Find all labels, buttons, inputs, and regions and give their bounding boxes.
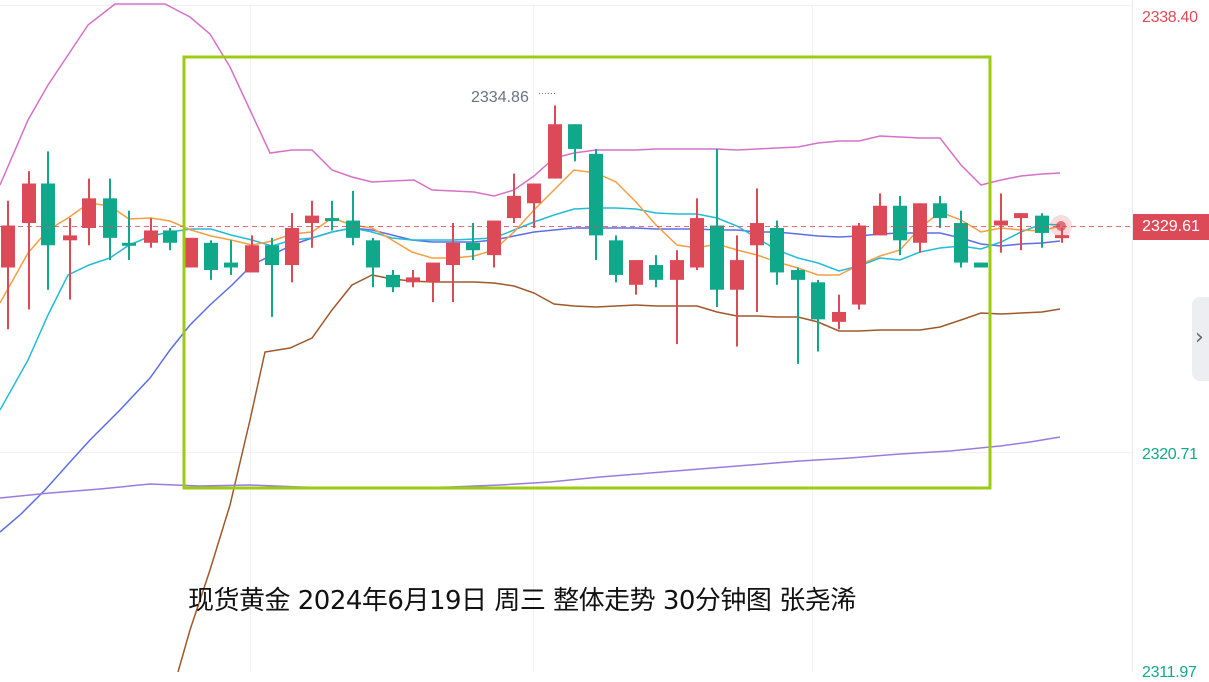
candle — [730, 235, 744, 347]
candle — [933, 195, 947, 228]
grid — [0, 0, 1133, 672]
chart-caption: 现货黄金 2024年6月19日 周三 整体走势 30分钟图 张尧浠 — [188, 586, 856, 616]
candle — [426, 262, 440, 303]
candle — [406, 269, 420, 288]
candle — [527, 183, 541, 228]
candle — [589, 148, 603, 261]
candle — [710, 148, 724, 308]
candle — [609, 235, 623, 283]
candle — [41, 151, 55, 290]
boll-lower-line — [177, 274, 1061, 672]
candle — [103, 178, 117, 261]
candle — [974, 262, 988, 268]
candle — [954, 210, 968, 268]
candle — [770, 220, 784, 285]
candle — [791, 267, 805, 364]
candle — [1014, 213, 1028, 251]
current-price-tag: 2329.61 — [1133, 214, 1209, 240]
candle — [224, 240, 238, 275]
candle — [446, 223, 460, 303]
candle — [873, 193, 887, 236]
candle — [144, 218, 158, 248]
boll-upper-line — [0, 3, 1061, 197]
candle — [22, 171, 36, 310]
price-axis-top-label: 2338.40 — [1142, 9, 1198, 26]
candle — [204, 240, 218, 280]
price-axis-bottom-label: 2311.97 — [1142, 664, 1197, 681]
candle — [893, 195, 907, 256]
candle — [265, 237, 279, 317]
peak-price-label: 2334.86 — [471, 89, 529, 106]
ma-slow-line — [0, 227, 1061, 533]
candle — [1035, 213, 1049, 248]
candle — [466, 223, 480, 261]
candles — [1, 105, 1069, 364]
chevron-right-icon: › — [1195, 325, 1204, 350]
indicator-lines — [0, 3, 1061, 672]
side-panel-toggle-button[interactable]: › — [1192, 297, 1209, 381]
candle — [913, 203, 927, 253]
candle — [690, 198, 704, 270]
candle — [63, 218, 77, 300]
candle — [386, 269, 400, 293]
candle — [994, 193, 1008, 253]
candle — [305, 200, 319, 248]
candle — [1, 200, 15, 330]
candle — [163, 227, 177, 251]
candle — [325, 200, 339, 231]
candle — [366, 237, 380, 288]
candle — [629, 260, 643, 295]
candle — [568, 124, 582, 162]
candle — [184, 237, 198, 268]
price-axis-mid-label: 2320.71 — [1142, 446, 1198, 463]
candle — [346, 190, 360, 246]
candle — [670, 250, 684, 345]
candle — [852, 223, 866, 310]
candle — [750, 188, 764, 312]
candle — [649, 255, 663, 288]
candle — [245, 235, 259, 273]
highlight-box — [182, 55, 992, 490]
candle — [832, 294, 846, 330]
candle — [507, 173, 521, 224]
candle — [811, 279, 825, 352]
candle — [487, 220, 501, 268]
candle — [548, 105, 562, 179]
candle — [82, 178, 96, 246]
candle — [285, 213, 299, 283]
candle — [122, 210, 136, 261]
